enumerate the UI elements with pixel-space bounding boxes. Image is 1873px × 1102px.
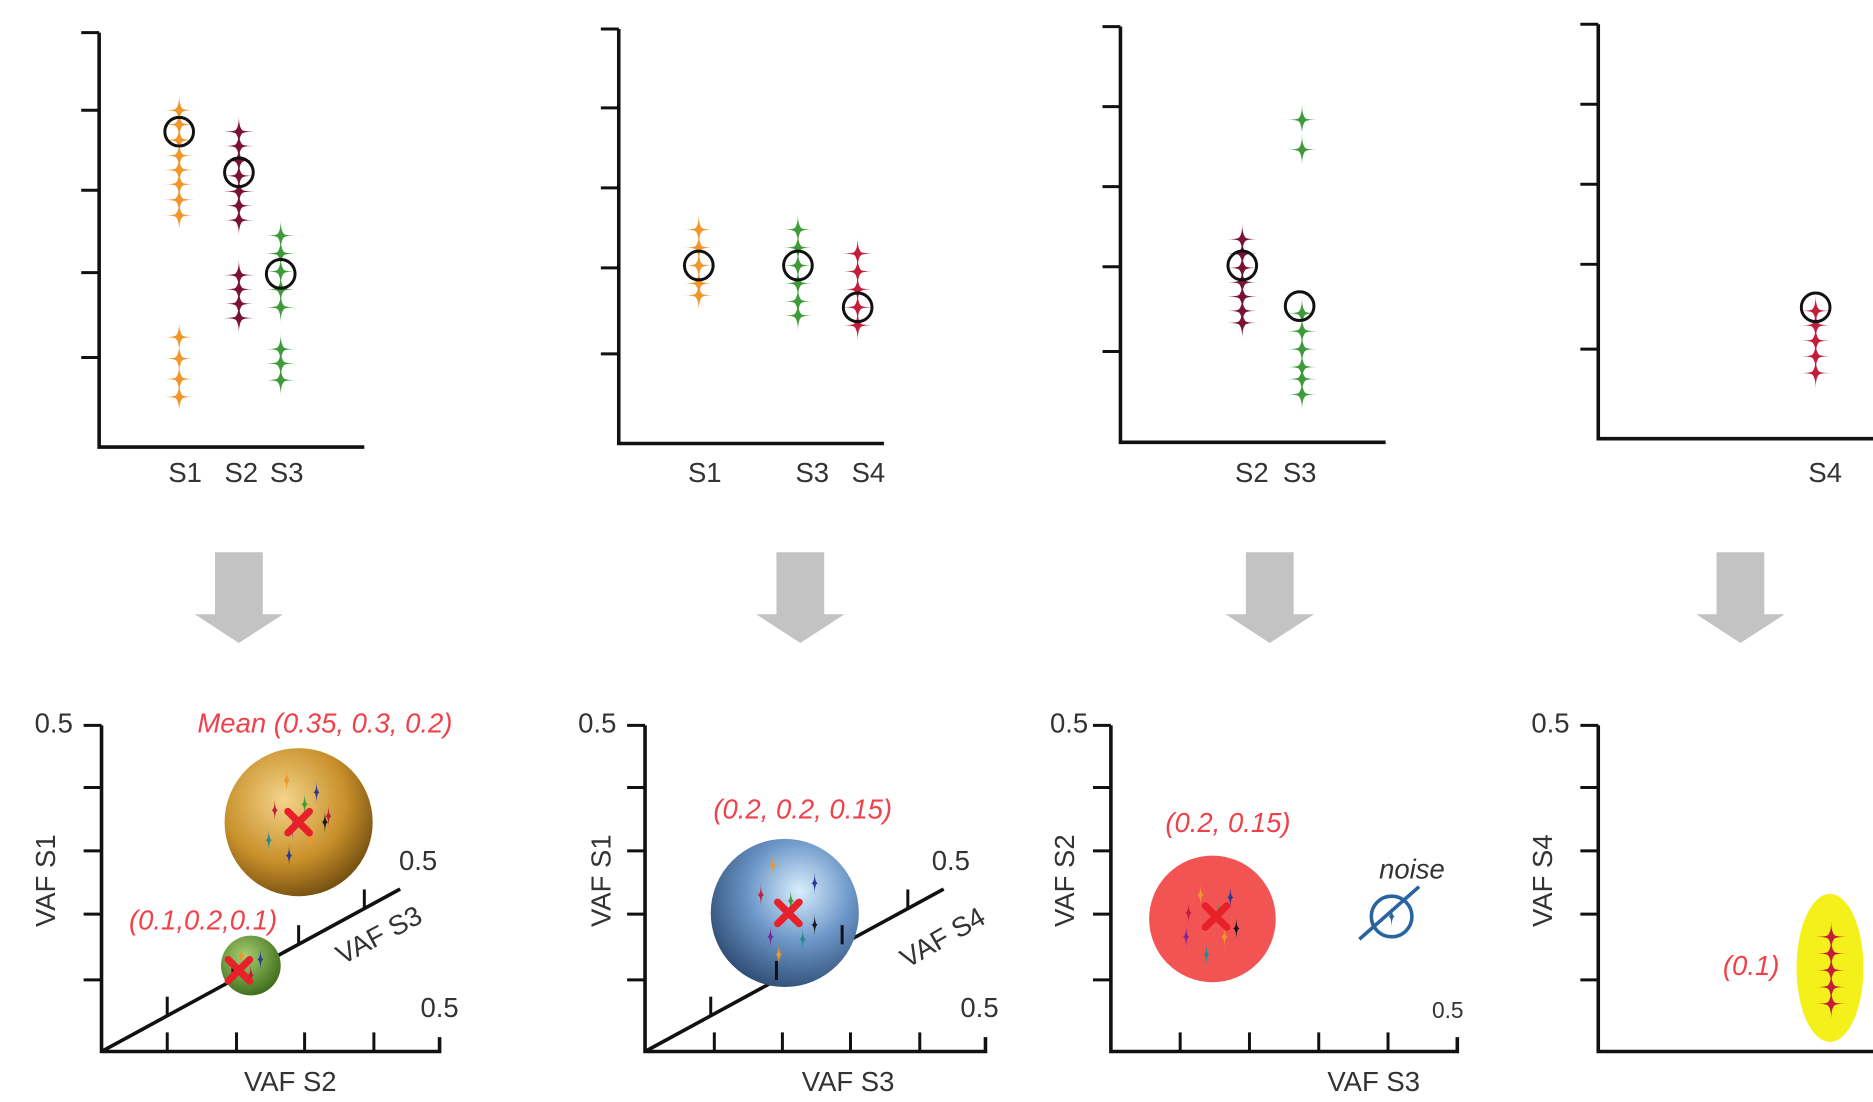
sample-label: S2: [1235, 457, 1269, 488]
x-max: 0.5: [420, 992, 458, 1023]
top-axes: [99, 24, 1873, 447]
annotation: (0.2, 0.2, 0.15): [713, 794, 892, 825]
axis: [99, 33, 364, 447]
depth-max: 0.5: [399, 845, 437, 876]
sample-label: S1: [688, 457, 722, 488]
arrow: [1696, 552, 1784, 643]
y-max: 0.5: [35, 708, 73, 739]
sample-label: S3: [795, 457, 829, 488]
marker: [1227, 318, 1258, 328]
marker: [1286, 390, 1317, 400]
depth-axis-label: VAF S3: [331, 899, 427, 970]
y-axis-label: VAF S2: [1049, 834, 1080, 927]
sample-label: S2: [224, 457, 258, 488]
arrows: [195, 552, 1785, 643]
figure: S1 S2 S3 S1 S3 S4 S2 S3 S4 0.5 VAF S1 VA…: [0, 0, 1873, 1102]
axis: [1598, 24, 1873, 438]
marker: [223, 313, 254, 323]
depth-max: 0.5: [932, 845, 970, 876]
y-max: 0.5: [578, 708, 616, 739]
sample-label: S4: [1808, 457, 1842, 488]
annotation: Mean (0.35, 0.3, 0.2): [197, 708, 452, 739]
x-axis-label: VAF S3: [1327, 1066, 1420, 1097]
marker: [1286, 145, 1317, 155]
y-axis-label: VAF S1: [585, 834, 616, 927]
y-max: 0.5: [1050, 708, 1088, 739]
mean-marker: [1285, 292, 1314, 321]
x-axis-label: VAF S2: [244, 1066, 337, 1097]
marker: [782, 311, 813, 321]
marker: [164, 392, 195, 402]
marker: [164, 332, 195, 342]
sample-label: S4: [852, 457, 886, 488]
x-axis-label: VAF S3: [802, 1066, 895, 1097]
depth-axis-label: VAF S4: [895, 901, 991, 974]
annotation: (0.1,0.2,0.1): [129, 905, 277, 936]
x-max: 0.5: [960, 992, 998, 1023]
marker: [265, 375, 296, 385]
marker: [223, 215, 254, 225]
marker: [1286, 115, 1317, 125]
arrow: [195, 552, 283, 643]
annotation: (0.1): [1723, 950, 1779, 981]
page: {"panels": [ {"top_labels": ["S1", "S2",…: [0, 0, 1873, 1102]
y-max: 0.5: [1531, 708, 1569, 739]
sample-label: S3: [1283, 457, 1317, 488]
marker: [164, 354, 195, 364]
sample-label: S3: [270, 457, 304, 488]
sample-label: S1: [168, 457, 202, 488]
annotation: noise: [1379, 853, 1445, 884]
marker: [683, 291, 714, 301]
arrow: [756, 552, 844, 643]
noise-marker: [1359, 887, 1419, 940]
marker: [265, 303, 296, 313]
marker: [164, 211, 195, 221]
y-axis-label: VAF S1: [30, 834, 61, 927]
annotation: (0.2, 0.15): [1165, 807, 1290, 838]
y-axis-label: VAF S4: [1527, 834, 1558, 927]
arrow: [1226, 552, 1314, 643]
axis: [619, 29, 884, 443]
axis: [1120, 27, 1385, 443]
x-max: 0.5: [1432, 997, 1464, 1023]
marker: [1800, 368, 1831, 378]
